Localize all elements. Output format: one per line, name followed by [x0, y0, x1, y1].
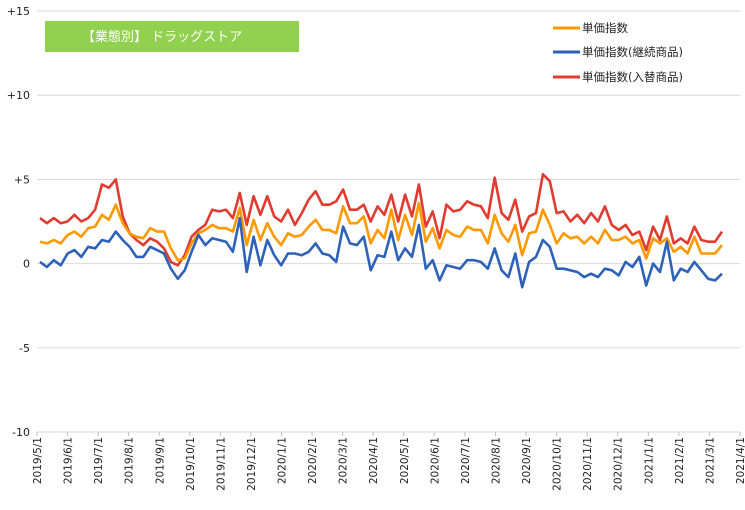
y-tick-label: +10: [7, 89, 30, 102]
x-tick-label: 2020/4/1: [368, 437, 380, 484]
x-tick-label: 2020/11/1: [582, 437, 594, 491]
chart-title-box: 【業態別】 ドラッグストア: [45, 21, 299, 52]
x-tick-label: 2019/9/1: [154, 437, 166, 484]
legend-label: 単価指数(入替商品): [582, 70, 683, 84]
x-tick-label: 2020/8/1: [490, 437, 502, 484]
x-tick-label: 2020/5/1: [399, 437, 411, 484]
y-tick-label: +15: [7, 5, 30, 18]
series-line-2: [39, 173, 724, 267]
legend-label: 単価指数(継続商品): [582, 45, 683, 59]
x-tick-label: 2020/1/1: [277, 437, 289, 484]
x-tick-label: 2020/9/1: [521, 437, 533, 484]
x-tick-label: 2021/1/1: [643, 437, 655, 484]
legend-label: 単価指数: [582, 21, 628, 35]
series-line-0: [39, 201, 724, 262]
x-tick-label: 2021/2/1: [674, 437, 686, 484]
x-tick-label: 2020/10/1: [552, 437, 564, 491]
gridlines: [37, 10, 740, 433]
x-tick-label: 2020/7/1: [460, 437, 472, 484]
chart-title: 【業態別】 ドラッグストア: [82, 29, 242, 45]
x-tick-label: 2021/4/1: [735, 437, 745, 484]
y-tick-label: -5: [19, 342, 30, 355]
x-tick-label: 2019/10/1: [185, 437, 197, 491]
x-axis-ticks: 2019/5/1 2019/6/1 2019/7/1 2019/8/1 2019/9/1…: [32, 432, 745, 491]
series-line-1: [39, 216, 723, 289]
x-tick-label: 2019/12/1: [246, 437, 258, 491]
x-tick-label: 2019/5/1: [32, 437, 44, 484]
chart-title-background: [45, 21, 299, 52]
series-lines: [39, 173, 724, 289]
x-tick-label: 2019/6/1: [63, 437, 75, 484]
x-tick-label: 2020/12/1: [613, 437, 625, 491]
x-tick-label: 2020/3/1: [338, 437, 350, 484]
x-tick-label: 2020/6/1: [429, 437, 441, 484]
x-tick-label: 2021/3/1: [704, 437, 716, 484]
x-tick-label: 2020/2/1: [307, 437, 319, 484]
x-tick-label: 2019/7/1: [93, 437, 105, 484]
x-tick-label: 2019/11/1: [215, 437, 227, 491]
y-axis-ticks: -10 -5 0 +5 +10 +15: [7, 5, 30, 439]
y-tick-label: -10: [12, 426, 30, 439]
x-tick-label: 2019/8/1: [124, 437, 136, 484]
y-tick-label: 0: [23, 258, 30, 271]
y-tick-label: +5: [14, 173, 30, 186]
